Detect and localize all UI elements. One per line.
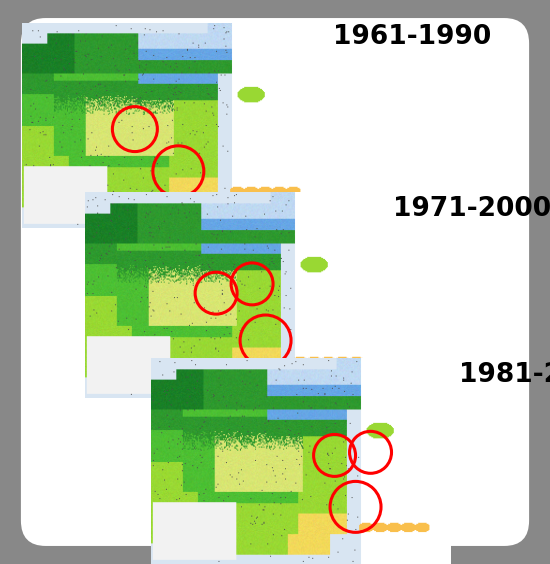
FancyBboxPatch shape xyxy=(21,18,529,546)
Text: 1961-1990: 1961-1990 xyxy=(333,24,491,50)
Text: 1981-2010: 1981-2010 xyxy=(459,362,550,388)
Text: 1971-2000: 1971-2000 xyxy=(393,196,550,222)
